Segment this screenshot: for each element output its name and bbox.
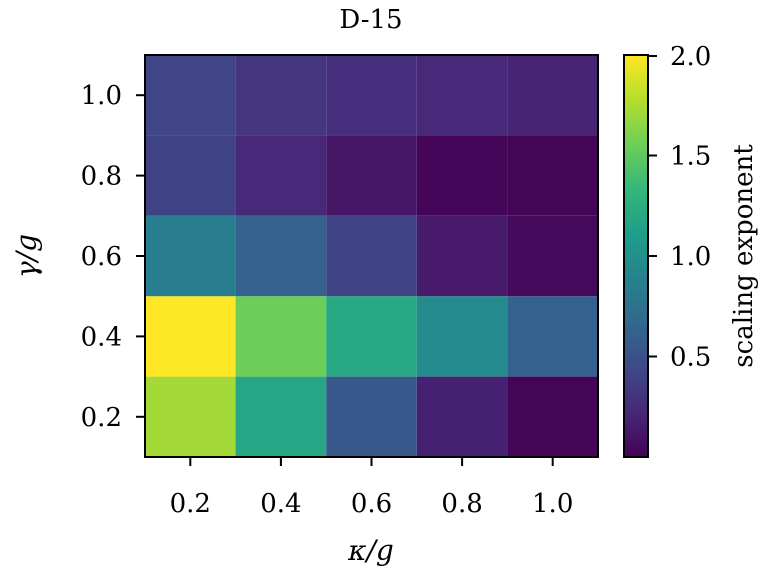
heatmap-cell: [507, 215, 598, 297]
colorbar: [623, 54, 649, 458]
x-tick-label: 0.2: [170, 489, 211, 519]
colorbar-label: scaling exponent: [729, 144, 759, 368]
y-tick-label: 0.6: [81, 242, 122, 272]
y-tick-label: 0.8: [81, 162, 122, 192]
heatmap-cell: [416, 55, 508, 136]
y-tick-label: 0.4: [81, 322, 122, 352]
x-tick-label: 0.4: [260, 489, 301, 519]
x-tick-label: 0.8: [441, 489, 482, 519]
y-tick-label: 1.0: [81, 81, 122, 111]
heatmap-cell: [235, 376, 327, 457]
x-tick-label: 0.6: [351, 489, 392, 519]
heatmap-cell: [507, 296, 598, 377]
x-axis: 0.2 0.4 0.6 0.8 1.0: [170, 457, 573, 519]
colorbar-tick-label: 0.5: [670, 343, 711, 373]
heatmap-cells: [145, 55, 598, 457]
heatmap-cell: [145, 135, 236, 216]
heatmap-cell: [416, 215, 508, 297]
heatmap-cell: [145, 215, 236, 297]
colorbar-tick-label: 1.5: [670, 142, 711, 172]
heatmap-cell: [507, 376, 598, 457]
heatmap-cell: [416, 376, 508, 457]
heatmap-cell: [145, 55, 236, 136]
heatmap-cell: [326, 215, 417, 297]
heatmap-cell: [507, 55, 598, 136]
heatmap-cell: [235, 215, 327, 297]
y-axis: 0.2 0.4 0.6 0.8 1.0: [81, 81, 145, 433]
heatmap-cell: [145, 296, 236, 377]
x-tick-label: 1.0: [532, 489, 573, 519]
heatmap-cell: [416, 135, 508, 216]
colorbar-tick-label: 1.0: [670, 242, 711, 272]
colorbar-tick-label: 2.0: [670, 42, 711, 72]
heatmap-cell: [235, 296, 327, 377]
y-axis-label: γ/g: [10, 234, 43, 278]
heatmap-cell: [326, 55, 417, 136]
x-axis-label: κ/g: [347, 534, 394, 567]
heatmap-cell: [416, 296, 508, 377]
heatmap-cell: [326, 376, 417, 457]
chart-title: D-15: [339, 5, 402, 35]
colorbar-axis: 0.5 1.0 1.5 2.0: [648, 42, 711, 373]
heatmap-cell: [145, 376, 236, 457]
y-tick-label: 0.2: [81, 403, 122, 433]
heatmap-cell: [235, 135, 327, 216]
heatmap-cell: [235, 55, 327, 136]
heatmap-cell: [326, 296, 417, 377]
heatmap-cell: [326, 135, 417, 216]
heatmap-cell: [507, 135, 598, 216]
